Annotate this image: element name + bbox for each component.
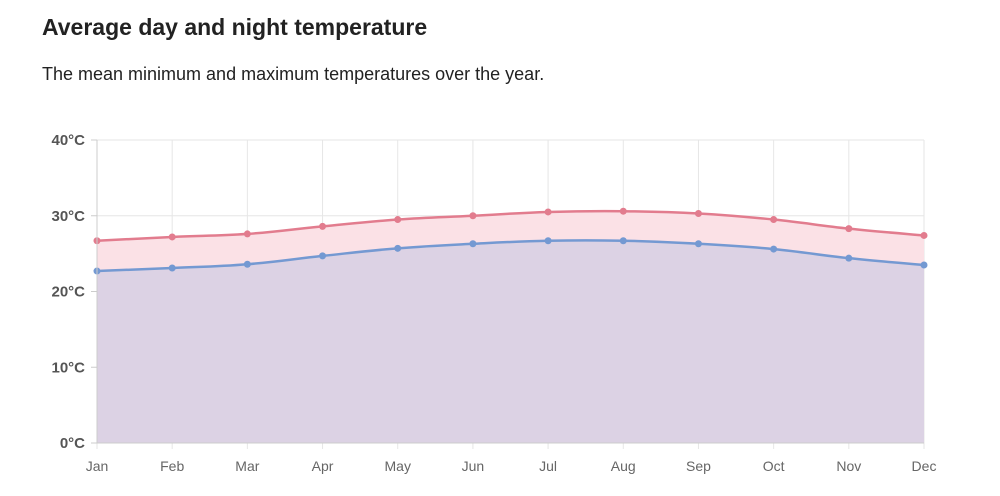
max-point-feb: [168, 233, 176, 241]
max-point-apr: [319, 222, 327, 230]
x-tick-label: Mar: [235, 458, 259, 474]
min-point-oct: [770, 245, 778, 253]
data-points: [93, 207, 928, 275]
y-tick-label: 20°C: [51, 284, 85, 301]
y-tick-label: 30°C: [51, 208, 85, 225]
min-point-sep: [694, 240, 702, 248]
max-point-jun: [469, 212, 477, 220]
min-temperature-area: [97, 240, 924, 443]
area-fills: [97, 211, 924, 443]
max-point-mar: [243, 230, 251, 238]
tick-labels: 0°C 10°C 20°C 30°C 40°C Jan Feb Mar Apr May Jun Jul…: [51, 132, 936, 474]
x-tick-label: Dec: [912, 458, 937, 474]
max-point-dec: [920, 231, 928, 239]
x-tick-label: Jun: [462, 458, 485, 474]
y-tick-label: 0°C: [60, 435, 85, 452]
max-point-oct: [770, 216, 778, 224]
chart-subtitle: The mean minimum and maximum temperature…: [42, 64, 545, 84]
max-point-nov: [845, 225, 853, 233]
min-point-mar: [243, 260, 251, 268]
min-temperature-line: [96, 239, 925, 273]
axes: [91, 139, 924, 444]
min-point-feb: [168, 264, 176, 272]
x-tick-label: Aug: [611, 458, 636, 474]
x-tick-label: Jan: [86, 458, 109, 474]
min-point-nov: [845, 254, 853, 262]
min-point-jul: [544, 237, 552, 245]
max-point-sep: [694, 209, 702, 217]
y-tick-label: 10°C: [51, 359, 85, 376]
max-temperature-line: [96, 209, 925, 242]
max-point-may: [394, 216, 402, 224]
max-point-aug: [619, 207, 627, 215]
min-point-jun: [469, 240, 477, 248]
x-tick-label: Oct: [763, 458, 785, 474]
x-tick-label: Apr: [312, 458, 334, 474]
chart-title: Average day and night temperature: [42, 14, 428, 40]
x-tick-label: Sep: [686, 458, 711, 474]
y-tick-label: 40°C: [51, 132, 85, 149]
x-tick-label: May: [385, 458, 411, 474]
min-point-aug: [619, 237, 627, 245]
min-point-apr: [319, 252, 327, 260]
x-tick-label: Feb: [160, 458, 184, 474]
min-point-dec: [920, 261, 928, 269]
max-point-jul: [544, 208, 552, 216]
series-lines: [96, 209, 925, 273]
min-point-may: [394, 244, 402, 252]
x-tick-label: Nov: [836, 458, 861, 474]
x-tick-label: Jul: [539, 458, 557, 474]
